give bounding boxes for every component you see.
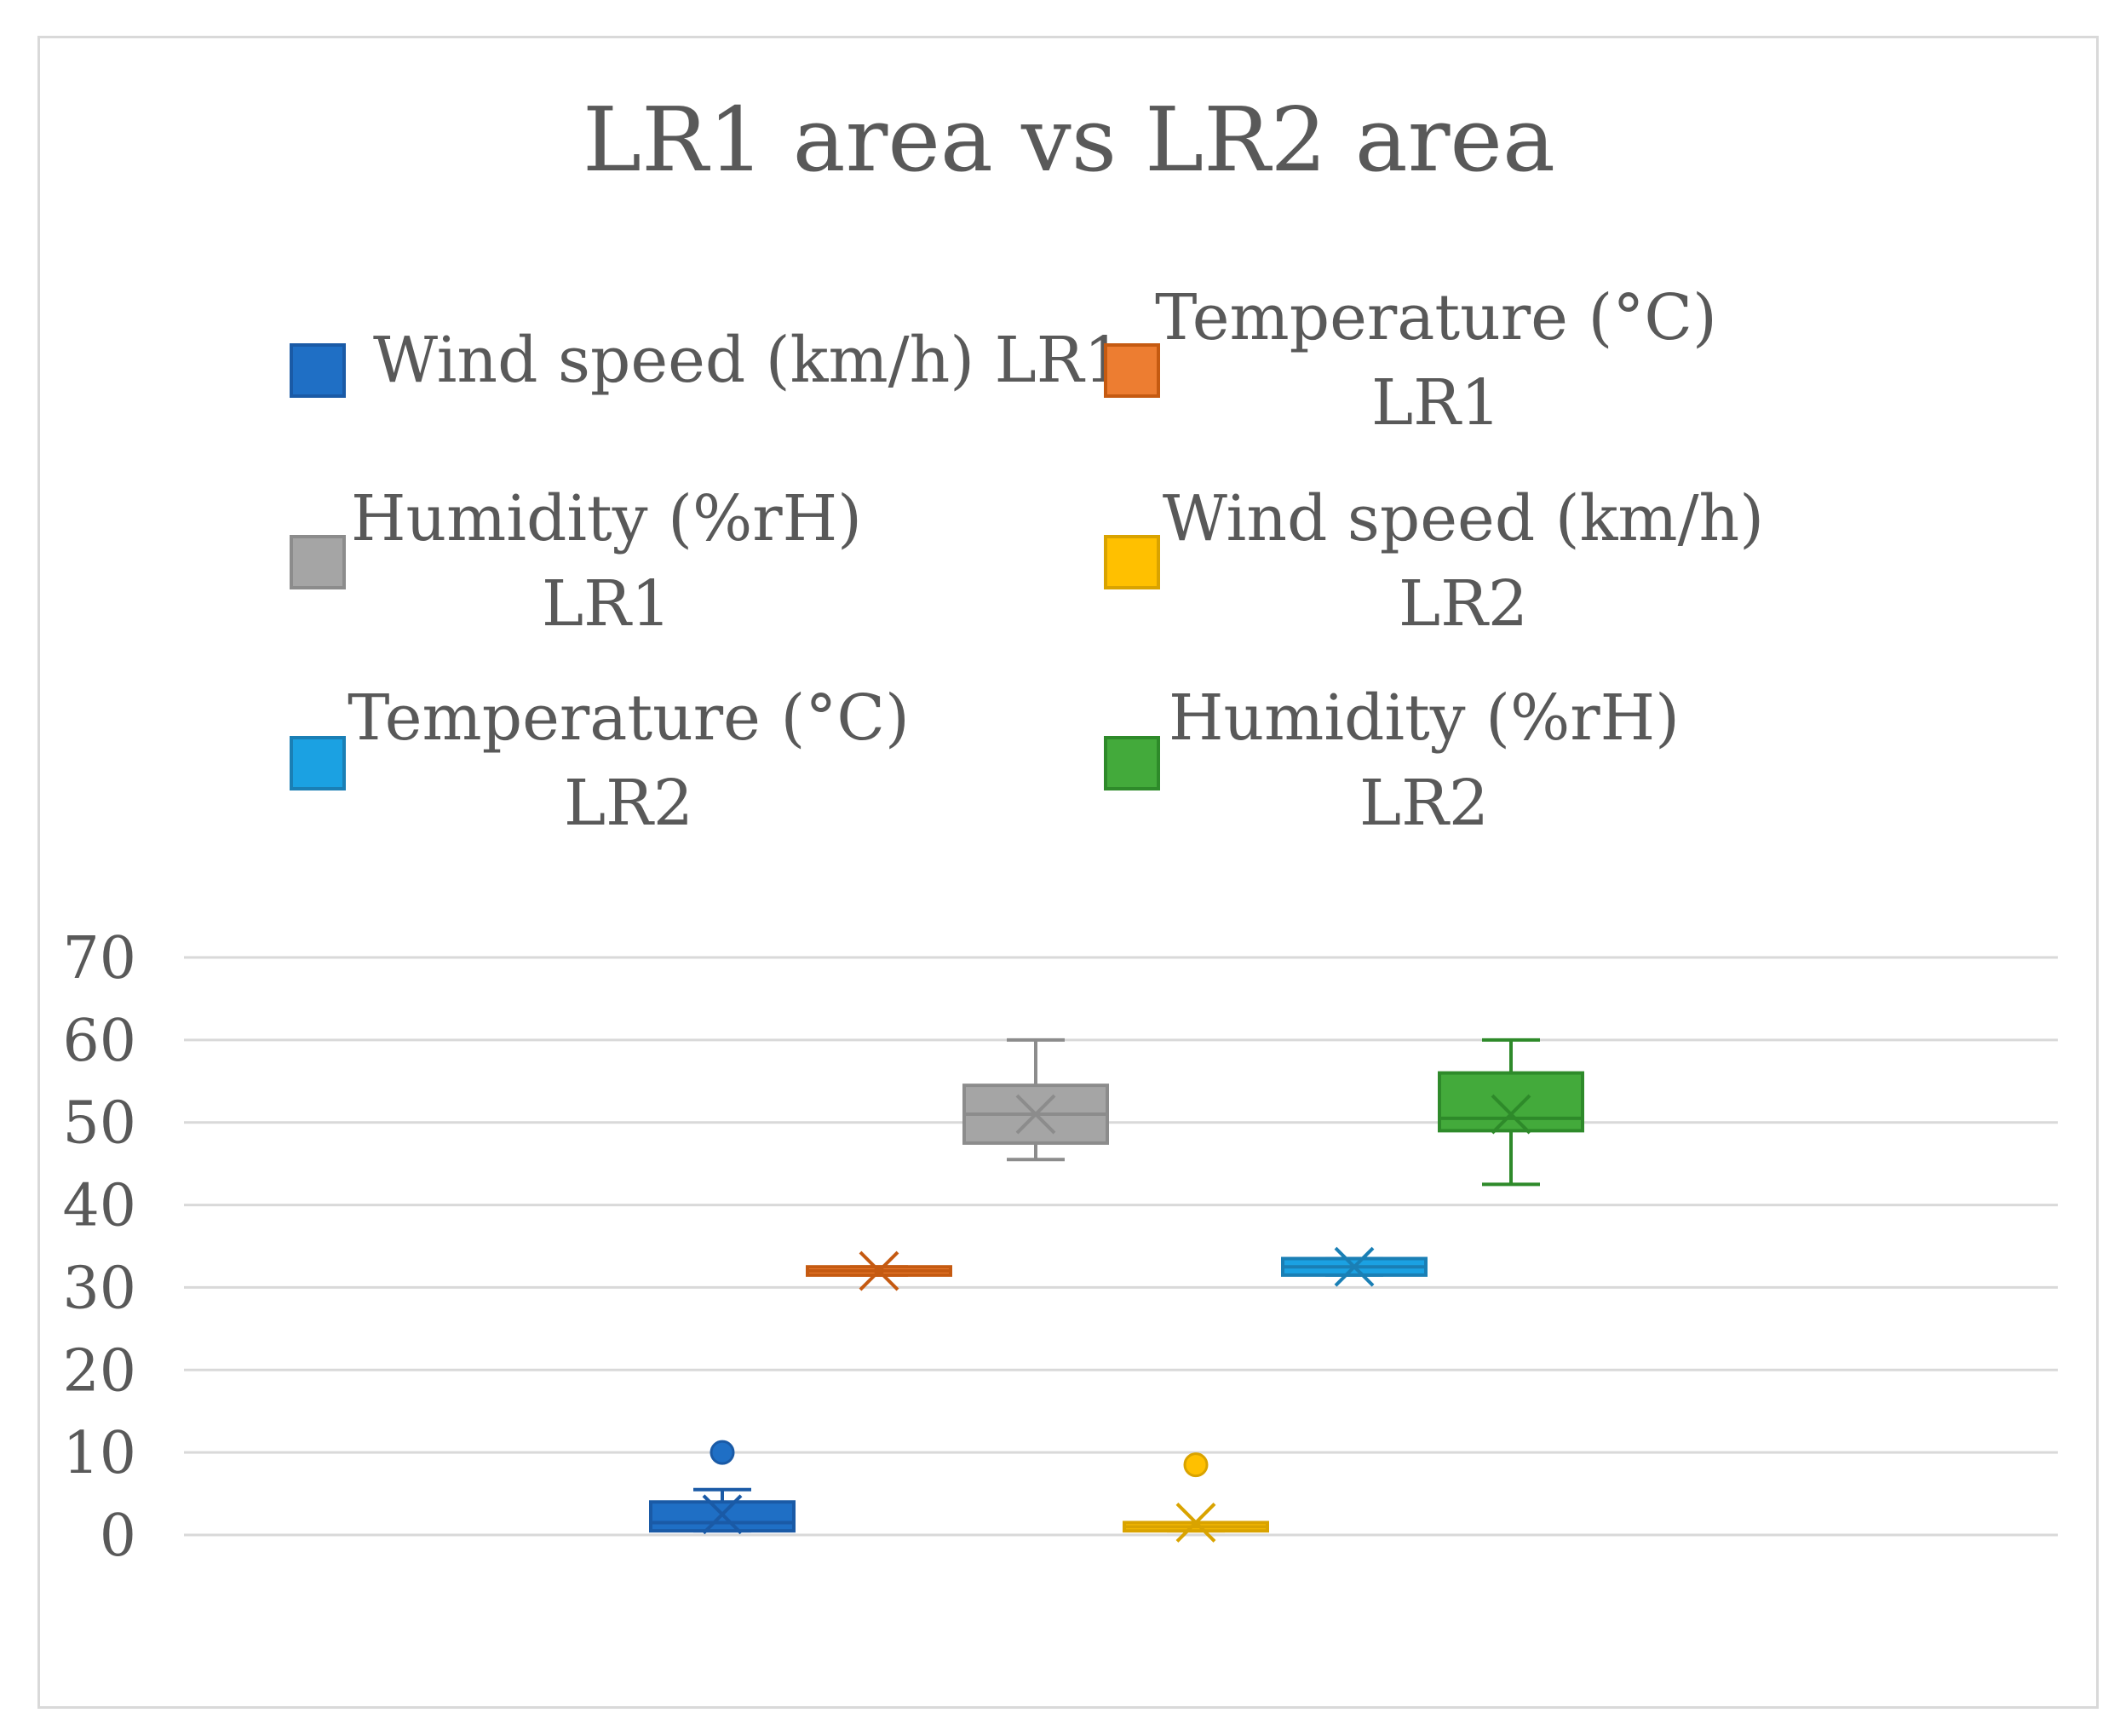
mean-marker [1175, 1503, 1216, 1543]
legend-swatch [1104, 535, 1160, 589]
legend-swatch [1104, 343, 1160, 398]
y-tick-label: 30 [62, 1255, 136, 1322]
legend-swatch [290, 535, 346, 589]
legend-label: Humidity (%rH) [351, 482, 862, 555]
outlier-point [710, 1440, 735, 1465]
y-tick-label: 10 [62, 1420, 136, 1487]
legend-label: Temperature (°C) [1155, 281, 1717, 354]
legend-swatch [290, 736, 346, 790]
legend-label: LR2 [1399, 567, 1528, 641]
legend-label: Humidity (%rH) [1169, 681, 1680, 755]
legend-swatch [1104, 736, 1160, 790]
y-tick-label: 70 [62, 925, 136, 992]
box-series [806, 1250, 952, 1291]
legend-label: LR1 [542, 567, 671, 641]
legend-label: LR2 [564, 767, 693, 840]
outlier-point [1183, 1452, 1209, 1478]
box-series [962, 1038, 1109, 1162]
box-series [649, 1440, 796, 1535]
iqr-box [1438, 1071, 1584, 1133]
box-series [1438, 1038, 1584, 1187]
y-tick-label: 50 [62, 1090, 136, 1158]
legend-swatch [290, 343, 346, 398]
chart-frame [37, 36, 2099, 1709]
mean-marker [1491, 1094, 1531, 1135]
mean-marker [1015, 1094, 1056, 1135]
y-tick-label: 40 [62, 1173, 136, 1240]
mean-marker [859, 1250, 899, 1291]
legend-label: Wind speed (km/h) [1163, 482, 1764, 555]
y-tick-label: 60 [62, 1008, 136, 1075]
legend-label: LR1 [1371, 366, 1501, 440]
mean-marker [1334, 1246, 1375, 1287]
y-tick-label: 20 [62, 1337, 136, 1405]
legend-label: Wind speed (km/h) LR1 [373, 324, 1124, 397]
legend-label: LR2 [1359, 767, 1489, 840]
chart-title: LR1 area vs LR2 area [583, 88, 1555, 192]
y-tick-label: 0 [100, 1503, 136, 1570]
box-series [1123, 1452, 1269, 1543]
box-series [1281, 1246, 1428, 1287]
legend-label: Temperature (°C) [348, 681, 910, 755]
mean-marker [702, 1494, 743, 1535]
